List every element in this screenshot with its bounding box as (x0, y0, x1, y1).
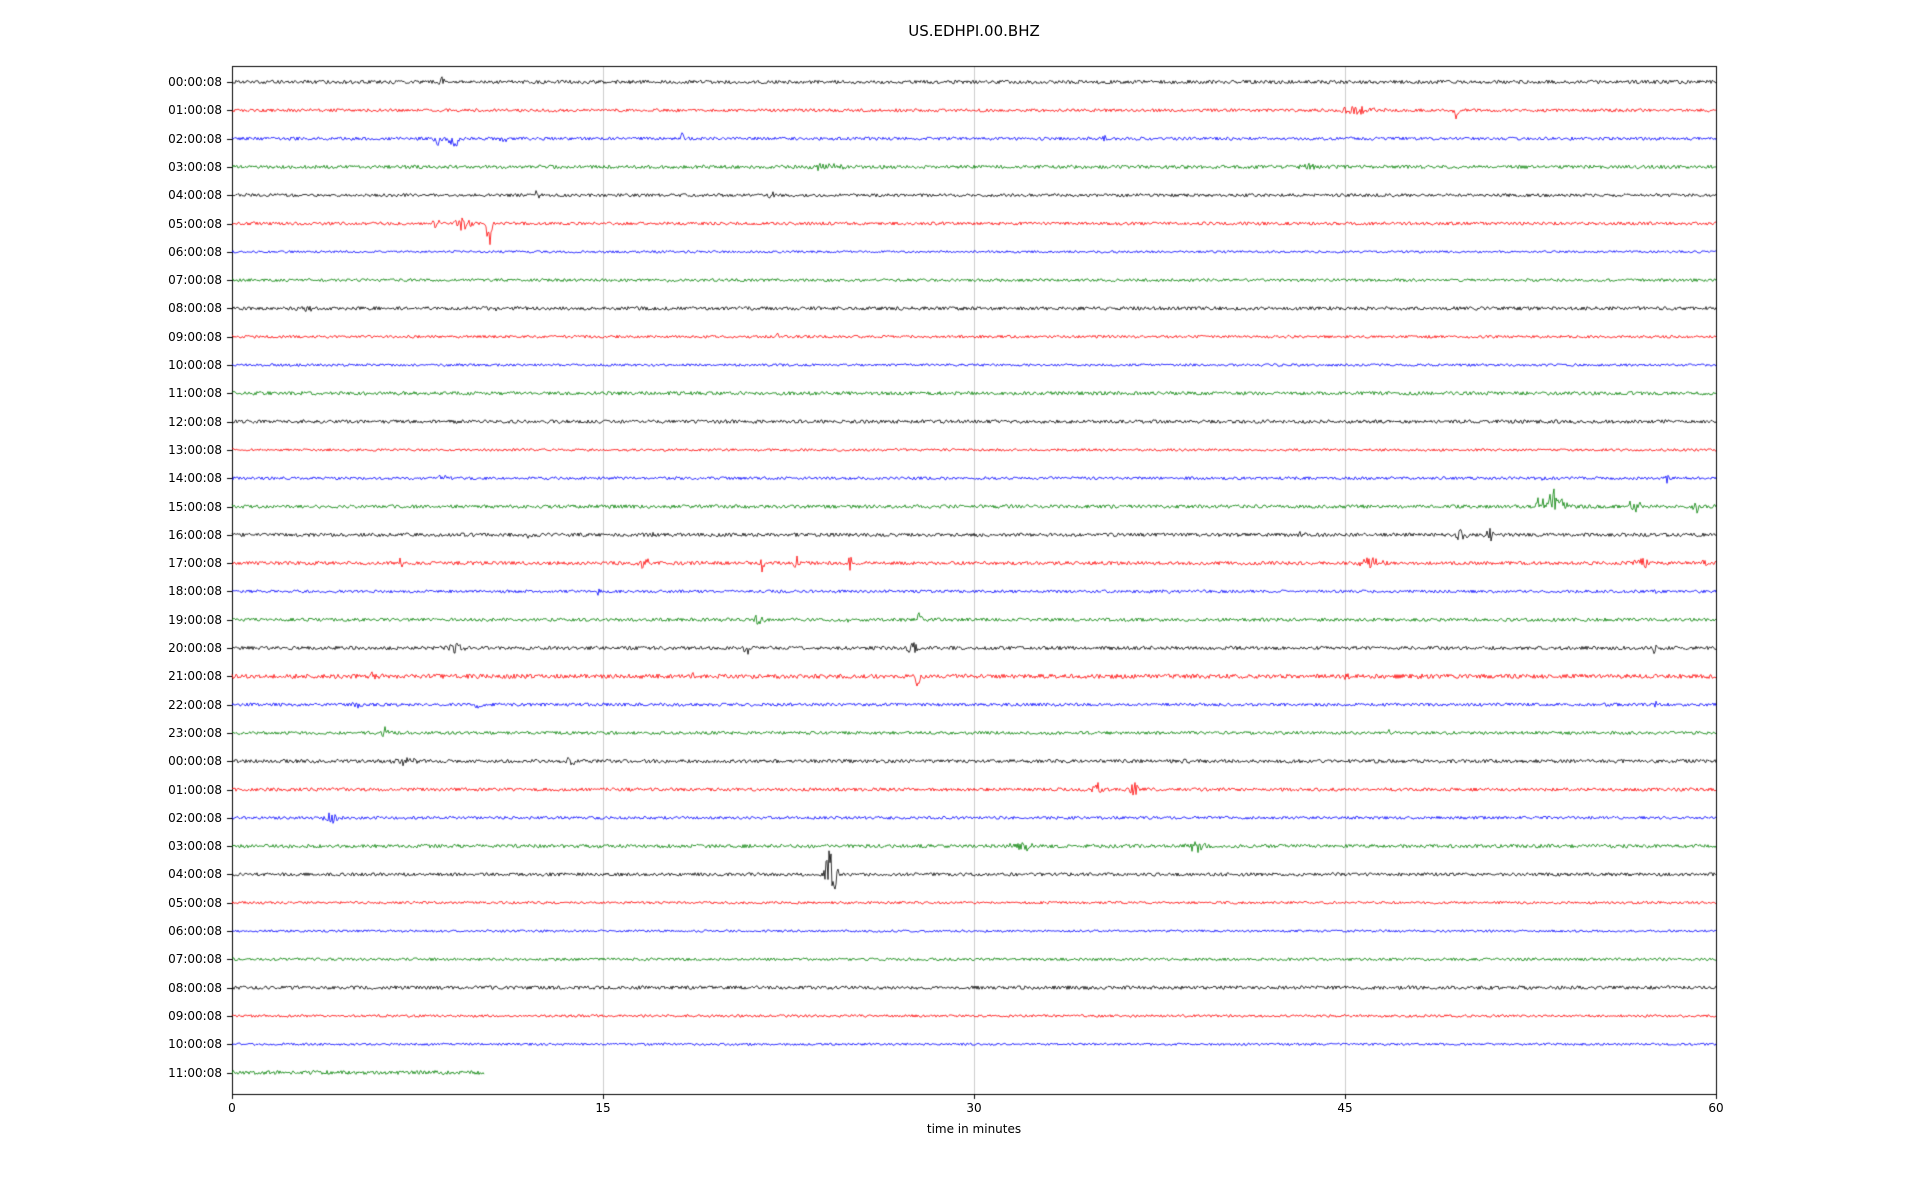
x-axis-label: time in minutes (926, 1122, 1022, 1136)
trace-row-label: 22:00:08 (168, 697, 222, 712)
trace-row-label: 02:00:08 (168, 131, 222, 146)
trace-row-label: 02:00:08 (168, 810, 222, 825)
trace-row-label: 03:00:08 (168, 159, 222, 174)
trace-row-label: 15:00:08 (168, 499, 222, 514)
x-tick-label: 0 (228, 1101, 236, 1115)
trace-row-label: 18:00:08 (168, 584, 222, 599)
trace-row-label: 05:00:08 (168, 895, 222, 910)
x-tick-label: 15 (595, 1101, 611, 1115)
trace-row-label: 04:00:08 (168, 867, 222, 882)
trace-row-label: 07:00:08 (168, 273, 222, 288)
trace-row-label: 09:00:08 (168, 1008, 222, 1023)
trace-row-label: 14:00:08 (168, 471, 222, 486)
trace-row-label: 12:00:08 (168, 414, 222, 429)
trace-row-label: 21:00:08 (168, 669, 222, 684)
trace-row-label: 05:00:08 (168, 216, 222, 231)
x-tick-label: 45 (1337, 1101, 1353, 1115)
trace-row-label: 16:00:08 (168, 527, 222, 542)
trace-row-label: 13:00:08 (168, 442, 222, 457)
trace-row-label: 23:00:08 (168, 725, 222, 740)
x-tick-label: 60 (1708, 1101, 1724, 1115)
trace-row-label: 00:00:08 (168, 754, 222, 769)
x-tick-label: 30 (966, 1101, 982, 1115)
trace-row-label: 10:00:08 (168, 358, 222, 372)
trace-row-label: 19:00:08 (168, 612, 222, 627)
trace-row-label: 17:00:08 (168, 556, 222, 571)
trace-row-label: 08:00:08 (168, 980, 222, 995)
trace-row-label: 06:00:08 (168, 244, 222, 259)
trace-row-label: 07:00:08 (168, 952, 222, 967)
trace-row-label: 10:00:08 (168, 1037, 222, 1052)
trace-row-label: 11:00:08 (168, 1065, 222, 1080)
trace-row-label: 01:00:08 (168, 103, 222, 118)
trace-row-label: 11:00:08 (168, 386, 222, 401)
trace-row-label: 06:00:08 (168, 924, 222, 938)
trace-row-label: 04:00:08 (168, 188, 222, 203)
trace-row-label: 09:00:08 (168, 329, 222, 344)
trace-row-label: 20:00:08 (168, 641, 222, 655)
trace-row-label: 08:00:08 (168, 301, 222, 316)
trace-row-label: 03:00:08 (168, 839, 222, 854)
trace-row-label: 01:00:08 (168, 782, 222, 797)
trace-row-label: 00:00:08 (168, 75, 222, 89)
